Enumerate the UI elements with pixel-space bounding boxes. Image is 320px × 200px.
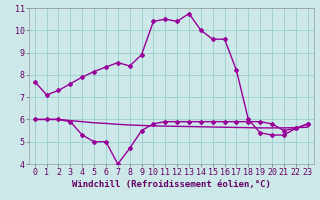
X-axis label: Windchill (Refroidissement éolien,°C): Windchill (Refroidissement éolien,°C) [72, 180, 271, 189]
